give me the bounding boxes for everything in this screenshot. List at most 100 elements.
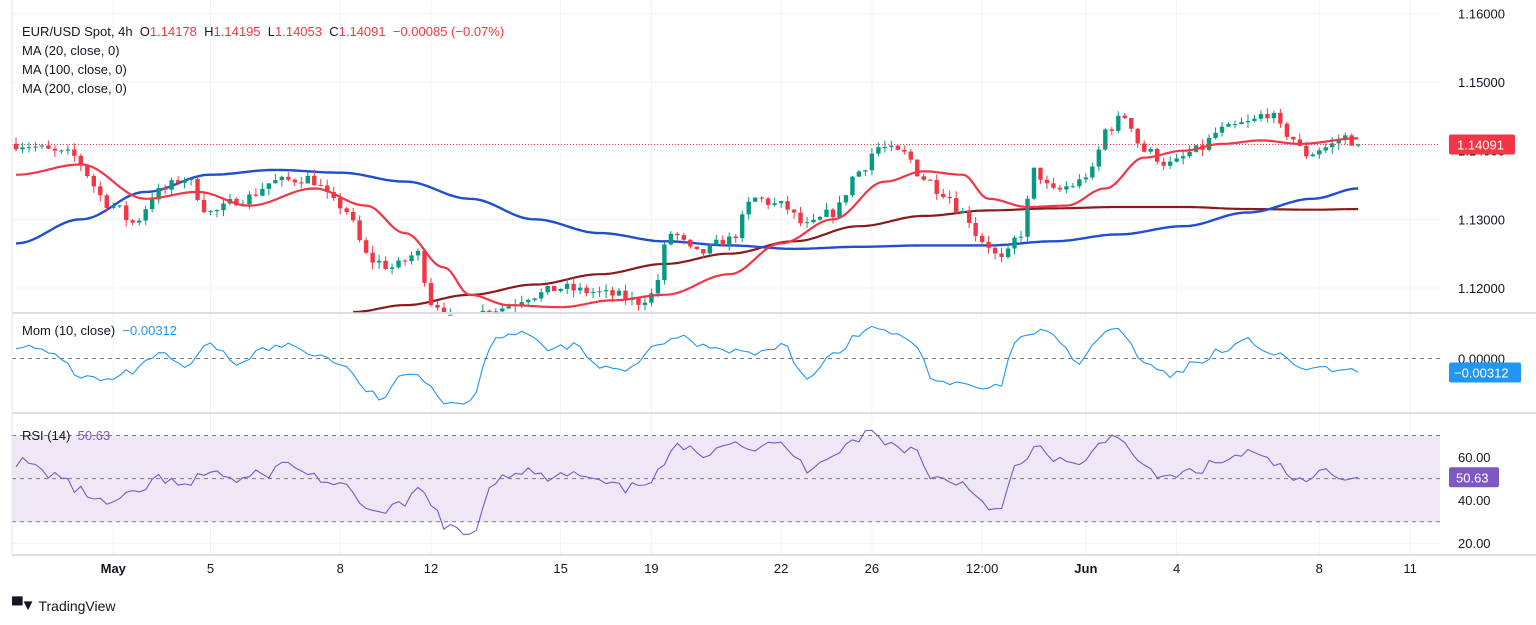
candle [895,144,901,151]
candle-body [292,179,298,183]
candle [149,193,155,213]
candle-body [992,247,998,254]
candle-body [305,175,310,184]
open-label: O [139,24,150,39]
ma100-legend[interactable]: MA (100, close, 0) [22,60,127,79]
candle [694,246,700,250]
tradingview-brand[interactable]: ▀▼ TradingView [12,597,116,614]
low-label: L [267,24,275,39]
candle-body [655,280,661,294]
candle [65,144,71,155]
candle-body [869,153,875,171]
x-tick-label: 8 [1316,561,1323,576]
candle [1291,136,1296,144]
candle [999,247,1004,263]
candle [1206,134,1212,152]
candle-body [545,285,550,293]
candle [1355,143,1361,148]
candle-body [947,196,952,199]
candle [487,309,492,312]
candle [778,200,784,208]
candle-body [791,209,797,213]
candle-body [72,149,77,156]
candle-body [551,285,557,292]
momentum-path [15,325,1359,405]
candle-body [1265,114,1270,119]
candle-body [33,146,38,148]
candle-body [1044,179,1050,184]
x-tick-label: Jun [1074,561,1097,576]
candle [701,248,706,259]
momentum-legend[interactable]: Mom (10, close) −0.00312 [22,321,177,340]
candle-body [1012,237,1017,249]
candle [130,219,135,226]
candle-body [480,310,486,312]
ma20-line [16,137,1359,309]
candle [1122,112,1127,119]
candle [39,143,45,150]
candle [162,184,168,195]
candle-body [662,244,667,281]
x-tick-label: 12:00 [966,561,999,576]
candle-body [603,290,609,292]
candle [668,231,674,246]
ma200-label: MA (200, close, 0) [22,81,127,96]
candle [305,172,310,184]
candle-body [1330,143,1335,148]
candle [649,288,654,307]
candle-body [214,210,220,212]
candle [675,232,680,242]
candle [195,176,200,202]
candle-body [746,201,751,215]
candle [1180,151,1186,165]
price-tick-label: 1.12000 [1458,281,1505,296]
candle-body [577,287,583,291]
candle-body [701,249,706,254]
candle-body [1258,114,1264,119]
candle [571,277,576,297]
candle-body [1336,139,1341,144]
candle-body [960,210,965,213]
candle-body [727,236,732,246]
candle [1161,157,1166,170]
candle-body [1064,186,1069,190]
candle [590,288,596,299]
candle [1070,182,1076,188]
ma100-path [15,168,1359,251]
candle [175,176,181,186]
candle [850,175,855,198]
candle [655,274,661,298]
open-value: 1.14178 [149,24,197,39]
symbol-title[interactable]: EUR/USD Spot, 4h [22,24,133,39]
candle [1044,175,1050,190]
candle [973,217,978,242]
candle-body [111,205,116,208]
candle-body [136,220,142,223]
candle-body [149,199,155,210]
candle [312,169,317,186]
ma20-legend[interactable]: MA (20, close, 0) [22,41,120,60]
price-tick-label: 1.13000 [1458,212,1505,227]
candle-body [175,180,181,183]
y-axis[interactable]: 1.160001.150001.140001.130001.120001.140… [1449,6,1521,551]
candle-body [863,170,868,172]
candle-body [1148,148,1153,152]
candle [662,242,667,285]
candle-body [143,209,148,221]
candle [318,178,323,187]
ma200-legend[interactable]: MA (200, close, 0) [22,79,127,98]
candle [915,159,920,177]
candle [383,256,388,270]
candle [623,284,628,305]
candle [1103,128,1108,152]
candle [798,206,803,227]
rsi-legend[interactable]: RSI (14) 50.63 [22,426,110,445]
candle [1245,114,1251,128]
candle [169,177,174,195]
candle [1232,120,1238,129]
candle-body [532,298,537,300]
candle [52,145,58,157]
candle-body [1271,112,1277,119]
symbol-legend[interactable]: EUR/USD Spot, 4h O1.14178 H1.14195 L1.14… [22,22,504,41]
ma100-label: MA (100, close, 0) [22,62,127,77]
